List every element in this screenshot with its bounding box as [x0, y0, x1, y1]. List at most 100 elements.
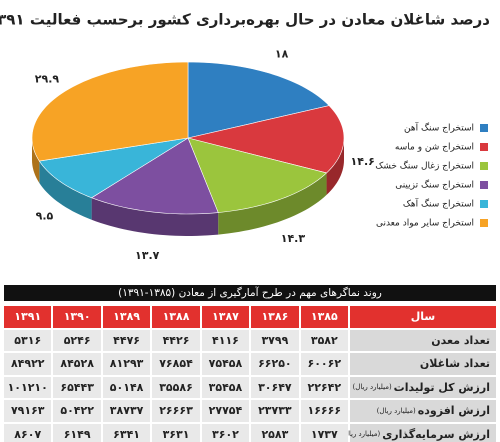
- legend-swatch: [480, 143, 488, 151]
- table-cell-text: ۵۰۱۴۸: [109, 380, 144, 394]
- table-cell: ۲۵۸۳: [251, 423, 299, 442]
- unit: (میلیارد ریال): [376, 406, 416, 415]
- table-cell-text: ۴۴۷۶: [113, 333, 141, 347]
- header-cell-text: ۱۳۸۷: [212, 310, 239, 324]
- legend-label: استخراج سنگ آهک: [403, 198, 474, 210]
- table-cell: ۳۵۸۲: [300, 329, 348, 351]
- table-cell-text: ۱۷۳۷: [310, 427, 338, 441]
- table-cell: ۸۴۹۲۲: [4, 353, 52, 375]
- table-cell-text: ۲۳۷۳۳: [258, 404, 292, 418]
- table-cell: ۴۴۷۶: [102, 329, 151, 351]
- header-cell-text: سال: [410, 310, 436, 324]
- pie-slice: [187, 137, 328, 213]
- table-cell: ۱۷۳۷: [300, 423, 348, 442]
- table-cell-text: ۸۴۵۲۸: [60, 357, 94, 371]
- table-cell: ۴۱۱۶: [201, 329, 250, 351]
- pie-wall: [32, 138, 40, 184]
- table-cell: ۲۷۷۵۴: [201, 400, 250, 422]
- value-label: ۲۹.۹: [35, 73, 60, 86]
- table-cell-text: ۳۵۵۸۶: [159, 380, 193, 394]
- row-label-text: ارزش سرمایه‌گذاری: [382, 427, 490, 441]
- legend-swatch: [480, 181, 488, 189]
- row-label-text: ارزش افزوده: [417, 404, 490, 418]
- header-cell-text: ۱۳۹۱: [14, 310, 42, 324]
- table-cell-text: ۶۰۰۶۲: [307, 357, 342, 371]
- value-label: ۱۴.۳: [281, 232, 306, 245]
- header-cell: ۱۳۹۰: [53, 306, 101, 328]
- table-cell-text: ۲۵۸۳: [261, 427, 289, 441]
- table-cell-text: ۳۵۴۵۸: [208, 380, 243, 394]
- legend-label: استخراج شن و ماسه: [395, 143, 474, 153]
- table-cell-text: ۶۶۲۵۰: [258, 357, 292, 371]
- header-cell-text: ۱۳۸۹: [113, 310, 141, 324]
- value-label: ۱۸: [275, 48, 289, 61]
- table-cell-text: ۸۶۰۷: [14, 427, 42, 441]
- unit: (میلیارد ریال): [341, 430, 381, 439]
- table-cell-text: ۷۵۴۵۸: [208, 357, 243, 371]
- table-cell: ۵۰۴۲۲: [53, 400, 101, 422]
- table-cell-text: ۵۲۴۶: [63, 333, 91, 347]
- pie-slice: [38, 137, 189, 199]
- table-cell-text: ۳۵۸۲: [310, 333, 338, 347]
- pie-slice: [31, 61, 189, 162]
- table-cell: ۴۴۲۶: [152, 329, 200, 351]
- table-cell-text: ۳۷۹۹: [261, 333, 289, 347]
- table-cell: ۲۲۶۴۲: [300, 376, 348, 398]
- table-cell: ۸۱۲۹۳: [102, 353, 151, 375]
- table-cell-text: ۷۶۸۵۴: [159, 357, 193, 371]
- table-cell-text: ۳۶۰۲: [212, 427, 239, 441]
- row-label-text: تعداد شاغلان: [419, 357, 490, 371]
- table-cell-text: ۸۴۹۲۲: [10, 357, 45, 371]
- row-label-text: ارزش کل تولیدات: [393, 380, 490, 394]
- legend-swatch: [480, 124, 488, 132]
- table-cell: ۶۱۴۹: [53, 423, 101, 442]
- table-cell: ۷۹۱۶۳: [4, 400, 52, 422]
- table-cell: ۱۶۶۶۶: [300, 400, 348, 422]
- table-cell: ۸۴۵۲۸: [53, 353, 101, 375]
- table-cell-text: ۴۴۲۶: [162, 333, 190, 347]
- table-cell: ۳۰۶۴۷: [251, 376, 299, 398]
- header-cell: ۱۳۸۸: [152, 306, 200, 328]
- value-label: ۹.۵: [36, 209, 54, 222]
- table-cell: ۷۶۸۵۴: [152, 353, 200, 375]
- legend-label: استخراج سایر مواد معدنی: [376, 219, 474, 229]
- table-cell: ۳۷۹۹: [251, 329, 299, 351]
- table-cell: ۳۶۰۲: [201, 423, 250, 442]
- table-cell-text: ۴۱۱۶: [212, 333, 239, 347]
- legend-swatch: [480, 219, 488, 227]
- chart: درصد شاغلان معادن در حال بهره‌برداری کشو…: [0, 11, 490, 263]
- table-cell: ۵۲۴۶: [53, 329, 101, 351]
- table-cell-text: ۸۱۲۹۳: [109, 357, 144, 371]
- table-cell: ۸۶۰۷: [4, 423, 52, 442]
- header-cell: ۱۳۸۵: [300, 306, 348, 328]
- chart-title: درصد شاغلان معادن در حال بهره‌برداری کشو…: [0, 11, 490, 29]
- table-cell-text: ۳۰۶۴۷: [258, 380, 292, 394]
- table-cell: ۶۰۰۶۲: [300, 353, 348, 375]
- table-cell-text: ۳۶۳۱: [162, 427, 190, 441]
- row-label: ارزش کل تولیدات (میلیارد ریال): [350, 376, 496, 398]
- pie-wall: [326, 138, 344, 195]
- value-label: ۱۴.۶: [351, 155, 375, 168]
- table-title: روند نماگرهای مهم در طرح آمارگیری از معا…: [4, 285, 496, 301]
- header-cell-text: ۱۳۸۸: [162, 310, 190, 324]
- header-cell-text: ۱۳۸۶: [261, 310, 289, 324]
- value-label: ۱۳.۷: [135, 249, 160, 262]
- pie-wall: [218, 172, 327, 235]
- header-cell: ۱۳۹۱: [4, 306, 52, 328]
- legend-swatch: [480, 200, 488, 208]
- table-cell: ۶۶۲۵۰: [251, 353, 299, 375]
- pie-slice: [187, 61, 330, 139]
- table-cell-text: ۶۳۴۱: [113, 427, 141, 441]
- table-cell-text: ۶۵۴۴۳: [60, 380, 94, 394]
- table-cell: ۲۳۷۳۳: [251, 400, 299, 422]
- table-cell: ۶۳۴۱: [102, 423, 151, 442]
- header-cell-text: ۱۳۹۰: [63, 310, 91, 324]
- table-cell: ۵۳۱۶: [4, 329, 52, 351]
- table-cell-text: ۱۰۱۲۱۰: [7, 380, 48, 394]
- table: سال ۱۳۸۵ ۱۳۸۶ ۱۳۸۷ ۱۳۸۸ ۱۳۸۹ ۱۳۹۰ ۱۳۹۱ تعداد معد…: [4, 306, 496, 442]
- table-cell-text: ۲۲۶۴۲: [307, 380, 342, 394]
- table-cell-text: ۶۱۴۹: [63, 427, 91, 441]
- row-label: تعداد معدن: [350, 329, 496, 351]
- header-cell: سال: [350, 306, 496, 328]
